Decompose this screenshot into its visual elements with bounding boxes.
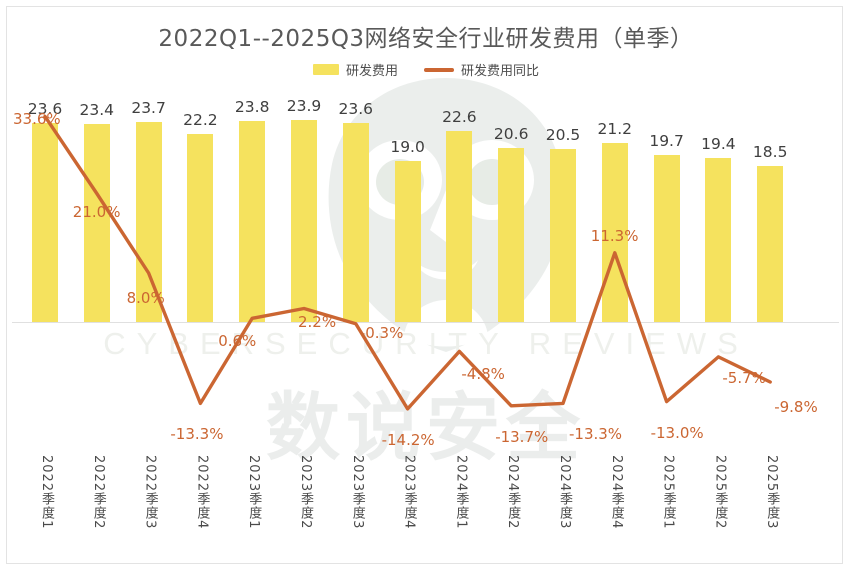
legend-label-line: 研发费用同比 bbox=[461, 64, 540, 79]
line-value-label: -13.7% bbox=[495, 427, 549, 446]
line-value-label: 21.0% bbox=[72, 203, 121, 222]
bar-2025季度3[interactable] bbox=[757, 165, 784, 322]
line-value-label: 11.3% bbox=[590, 226, 639, 245]
line-value-label: -13.0% bbox=[650, 423, 704, 442]
line-value-label: -9.8% bbox=[774, 397, 818, 416]
bar-2022季度2[interactable] bbox=[83, 124, 110, 322]
bar-2023季度3[interactable] bbox=[342, 122, 369, 322]
bar-value-label: 23.7 bbox=[131, 98, 166, 117]
x-axis-label-2023季度2: 2023季度2 bbox=[298, 455, 313, 530]
x-axis-label-2024季度2: 2024季度2 bbox=[505, 455, 521, 530]
bar-value-label: 18.5 bbox=[752, 142, 788, 161]
legend-item-bar[interactable]: 研发费用 bbox=[312, 60, 398, 79]
bar-value-label: 19.7 bbox=[649, 132, 684, 151]
x-axis-label-2025季度2: 2025季度2 bbox=[712, 455, 728, 530]
x-axis-label-2024季度3: 2024季度3 bbox=[557, 455, 572, 530]
chart-title: 2022Q1--2025Q3网络安全行业研发费用（单季） bbox=[158, 26, 694, 52]
bar-2025季度2[interactable] bbox=[705, 158, 732, 322]
bar-value-label: 23.6 bbox=[338, 99, 374, 118]
bar-value-label: 20.5 bbox=[545, 125, 581, 144]
legend-swatch-bar-icon bbox=[312, 64, 339, 75]
bar-value-label: 22.6 bbox=[442, 107, 477, 126]
bar-value-label: 19.4 bbox=[701, 135, 736, 154]
line-value-label: -0.3% bbox=[359, 323, 404, 342]
x-axis-label-2023季度4: 2023季度4 bbox=[401, 455, 417, 530]
bar-2023季度1[interactable] bbox=[239, 120, 266, 322]
bar-2024季度2[interactable] bbox=[498, 147, 525, 322]
x-axis-label-2022季度3: 2022季度3 bbox=[142, 455, 158, 530]
x-axis-label-2023季度1: 2023季度1 bbox=[246, 455, 262, 530]
legend-item-line[interactable]: 研发费用同比 bbox=[424, 60, 539, 79]
x-axis-label-2024季度1: 2024季度1 bbox=[453, 455, 469, 530]
line-value-label: -14.2% bbox=[381, 430, 435, 449]
bar-2023季度4[interactable] bbox=[394, 161, 421, 322]
line-value-label: 33.6% bbox=[13, 110, 61, 129]
bar-2023季度2[interactable] bbox=[291, 120, 317, 322]
bar-value-label: 23.4 bbox=[79, 101, 115, 120]
bar-2022季度4[interactable] bbox=[187, 134, 214, 322]
x-axis-label-2024季度4: 2024季度4 bbox=[608, 455, 624, 530]
bar-value-label: 20.6 bbox=[493, 124, 529, 143]
bar-2022季度1[interactable] bbox=[32, 122, 58, 322]
line-value-label: -13.3% bbox=[569, 425, 623, 444]
x-axis-label-2022季度1: 2022季度1 bbox=[39, 455, 54, 530]
bar-value-label: 22.2 bbox=[183, 111, 218, 130]
line-value-label: -4.8% bbox=[461, 365, 505, 384]
x-axis-label-2025季度3: 2025季度3 bbox=[764, 455, 780, 530]
legend-swatch-line-icon bbox=[424, 67, 454, 72]
zero-axis-line bbox=[12, 322, 839, 323]
line-value-label: -5.7% bbox=[722, 368, 766, 387]
legend-label-bar: 研发费用 bbox=[345, 64, 398, 79]
x-axis-label-2022季度4: 2022季度4 bbox=[194, 455, 210, 530]
chart-legend: 研发费用 研发费用同比 bbox=[0, 60, 852, 79]
bar-2025季度1[interactable] bbox=[653, 155, 680, 322]
x-axis-label-2023季度3: 2023季度3 bbox=[349, 455, 365, 530]
bar-value-label: 23.6 bbox=[27, 99, 63, 118]
line-value-label: -13.3% bbox=[170, 425, 224, 444]
bar-value-label: 23.9 bbox=[286, 97, 322, 115]
line-value-label: 8.0% bbox=[126, 289, 165, 308]
line-value-label: 0.6% bbox=[218, 332, 257, 351]
bar-value-label: 19.0 bbox=[390, 138, 425, 157]
line-value-label: 2.2% bbox=[298, 312, 337, 331]
bar-value-label: 21.2 bbox=[597, 119, 633, 138]
bar-2024季度1[interactable] bbox=[446, 130, 473, 322]
x-axis-label-2025季度1: 2025季度1 bbox=[660, 455, 676, 530]
x-axis-label-2022季度2: 2022季度2 bbox=[90, 455, 106, 530]
bar-value-label: 23.8 bbox=[234, 97, 270, 116]
bar-2024季度3[interactable] bbox=[550, 148, 576, 322]
